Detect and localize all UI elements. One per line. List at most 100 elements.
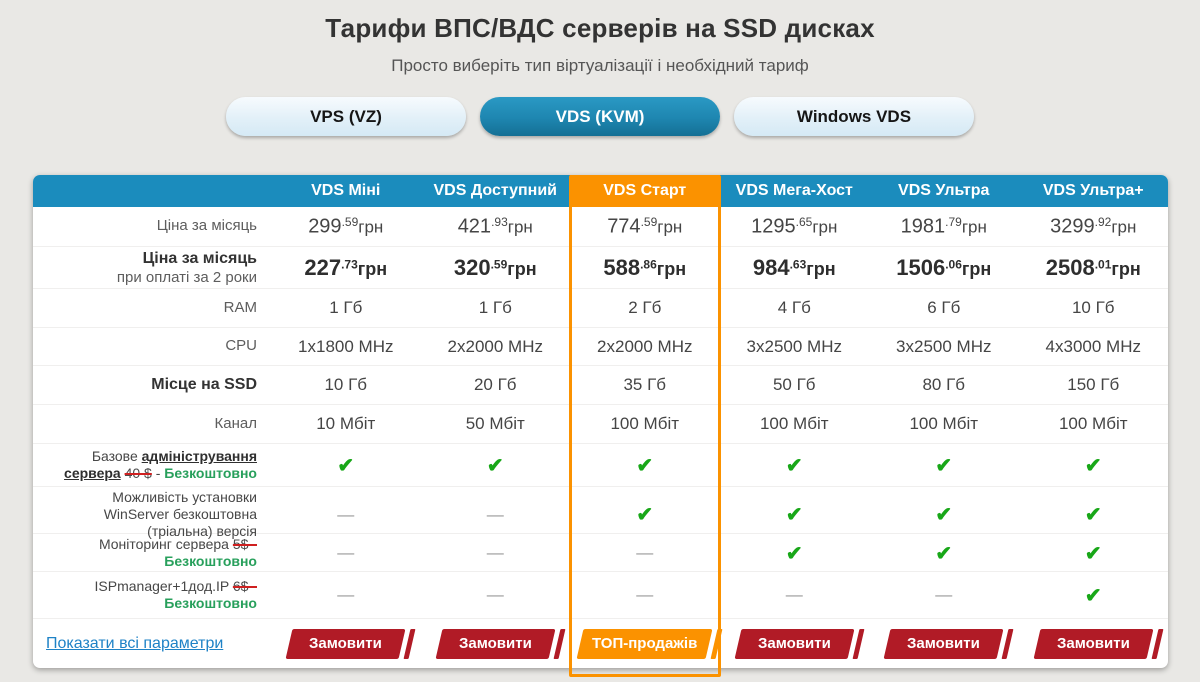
check-icon: ✔ xyxy=(486,454,504,477)
plan-value-cell: ✔ xyxy=(570,453,720,478)
row-label: CPU xyxy=(33,335,271,357)
plan-header-spacer xyxy=(33,175,271,207)
dash-icon: — xyxy=(636,543,654,563)
table-row: Можливість установки WinServer безкоштов… xyxy=(33,487,1169,539)
show-all-parameters-link[interactable]: Показати всі параметри xyxy=(46,634,224,652)
plan-value-cell: 10 Гб xyxy=(1071,298,1115,317)
table-footer-row: Показати всі параметри Замовити Замовити ТО… xyxy=(33,619,1168,668)
check-icon: ✔ xyxy=(1084,542,1102,565)
table-row: RAM 1 Гб 1 Гб 2 Гб 4 Гб 6 Гб 10 Гб xyxy=(33,289,1168,328)
price-decimal: .79 xyxy=(945,214,962,229)
tab-label: VPS (VZ) xyxy=(310,106,382,126)
table-row: Базове адміністрування сервера 40 $ - Бе… xyxy=(33,444,1168,487)
check-icon: ✔ xyxy=(337,454,355,477)
check-icon: ✔ xyxy=(1084,584,1102,607)
check-icon: ✔ xyxy=(1084,504,1102,527)
order-button-label: Замовити xyxy=(757,634,831,652)
price-integer: 320 xyxy=(453,254,491,280)
plan-value-cell: ✔ xyxy=(1019,453,1169,478)
tab-windows-vds[interactable]: Windows VDS xyxy=(734,97,974,136)
plan-value-cell: 421.93грн xyxy=(421,215,571,239)
plan-value-cell: ✔ xyxy=(869,453,1019,478)
price-currency: грн xyxy=(358,217,384,237)
pricing-table: VDS Міні VDS Доступний VDS Старт VDS Мега-Х… xyxy=(33,175,1169,677)
row-label-sub: при оплаті за 2 роки xyxy=(116,268,257,286)
order-button[interactable]: Замовити xyxy=(883,628,1004,659)
row-label-part: Можливість установки WinServer безкоштов… xyxy=(103,489,257,540)
plan-value-cell: 50 Мбіт xyxy=(465,414,525,433)
page-title: Тарифи ВПС/ВДС серверів на SSD дисках xyxy=(325,13,875,43)
row-label-main: Ціна за місяць xyxy=(156,217,257,235)
plan-value-cell: 984.63грн xyxy=(720,255,870,281)
plan-value-cell: 100 Мбіт xyxy=(1058,414,1128,433)
plan-value-cell: 50 Гб xyxy=(772,375,816,394)
plan-value-cell: 299.59грн xyxy=(271,215,421,239)
price-integer: 1295 xyxy=(751,215,796,238)
plan-action-cell: Замовити xyxy=(421,628,571,659)
top-sales-badge[interactable]: ТОП-продажів xyxy=(576,628,713,659)
plan-value-cell: — xyxy=(421,543,571,563)
row-label-part: 6$ - xyxy=(232,577,257,594)
table-row: Канал 10 Мбіт 50 Мбіт 100 Мбіт 100 Мбіт 100 М… xyxy=(33,405,1168,444)
plan-value-cell: 1295.65грн xyxy=(720,215,870,239)
check-icon: ✔ xyxy=(935,454,953,477)
price-currency: грн xyxy=(961,217,987,237)
plan-value-cell: 3x2500 MHz xyxy=(896,336,992,356)
order-button[interactable]: Замовити xyxy=(285,628,406,659)
row-label-part: адміністрування сервера xyxy=(64,447,257,481)
plan-value-cell: — xyxy=(271,505,421,525)
plan-value-cell: ✔ xyxy=(1019,502,1169,527)
plan-value-cell: 80 Гб xyxy=(922,375,966,394)
order-button-label: Замовити xyxy=(907,634,981,652)
row-label-part: Безкоштовно xyxy=(164,595,257,611)
table-row: Місце на SSD 10 Гб 20 Гб 35 Гб 50 Гб 80 Гб 150… xyxy=(33,366,1168,405)
plan-value-cell: — xyxy=(570,585,720,605)
plan-value-cell: 1x1800 MHz xyxy=(298,336,394,356)
order-button[interactable]: Замовити xyxy=(1033,628,1154,659)
row-label-main: Ціна за місяць xyxy=(142,250,257,267)
dash-icon: — xyxy=(486,585,504,604)
plan-action-cell: Замовити xyxy=(271,628,421,659)
row-label: Ціна за місяць при оплаті за 2 роки xyxy=(33,247,271,289)
plan-value-cell: — xyxy=(570,543,720,563)
price-decimal: .63 xyxy=(789,257,807,272)
price-decimal: .59 xyxy=(640,214,658,229)
plan-value-cell: 2 Гб xyxy=(628,298,662,317)
plan-value-cell: 588.86грн xyxy=(570,255,720,281)
page-subtitle: Просто виберіть тип віртуалізації і необ… xyxy=(391,56,809,75)
plan-value-cell: 1506.06грн xyxy=(869,255,1019,281)
price-currency: грн xyxy=(507,258,537,279)
check-icon: ✔ xyxy=(636,454,654,477)
plan-value-cell: ✔ xyxy=(421,453,571,478)
tab-vds-kvm[interactable]: VDS (KVM) xyxy=(480,97,720,136)
plan-value-cell: — xyxy=(720,585,870,605)
plan-value-cell: 320.59грн xyxy=(421,255,571,281)
order-button[interactable]: Замовити xyxy=(734,628,855,659)
plan-value-cell: 4 Гб xyxy=(777,298,811,317)
plan-value-cell: 227.73грн xyxy=(271,255,421,281)
plan-column-header: VDS Мега-Хост xyxy=(735,182,853,199)
price-currency: грн xyxy=(1111,217,1137,237)
tab-vps-vz[interactable]: VPS (VZ) xyxy=(226,97,466,136)
check-icon: ✔ xyxy=(636,504,654,527)
row-label-main: CPU xyxy=(225,337,257,355)
top-sales-label: ТОП-продажів xyxy=(592,634,698,652)
table-row: CPU 1x1800 MHz 2x2000 MHz 2x2000 MHz 3x2500 … xyxy=(33,328,1168,366)
plan-value-cell: 1 Гб xyxy=(329,298,363,317)
dash-icon: — xyxy=(486,504,504,524)
row-label-main: RAM xyxy=(223,298,257,316)
plan-value-cell: 3299.92грн xyxy=(1019,215,1169,239)
plan-value-cell: 10 Гб xyxy=(324,375,368,394)
plan-column-header: VDS Міні xyxy=(311,182,381,199)
order-button[interactable]: Замовити xyxy=(435,628,556,659)
dash-icon: — xyxy=(636,585,654,604)
price-integer: 774 xyxy=(607,215,641,238)
price-currency: грн xyxy=(961,258,992,279)
virtualization-tabs: VPS (VZ) VDS (KVM) Windows VDS xyxy=(0,97,1200,136)
plan-action-cell: Замовити xyxy=(720,628,870,659)
plan-value-cell: 2x2000 MHz xyxy=(597,336,693,356)
price-currency: грн xyxy=(357,258,388,279)
price-currency: грн xyxy=(806,258,836,279)
dash-icon: — xyxy=(486,543,504,563)
plan-value-cell: 4x3000 MHz xyxy=(1045,336,1141,356)
